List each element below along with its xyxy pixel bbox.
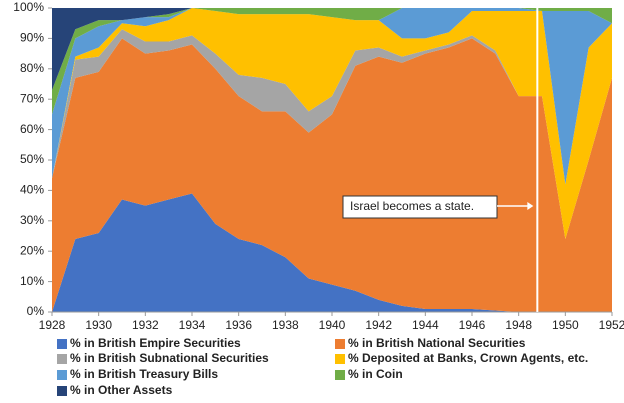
y-tick-label: 80%	[20, 61, 44, 75]
y-tick-label: 10%	[20, 274, 44, 288]
y-tick-label: 50%	[20, 152, 44, 166]
x-tick-label: 1928	[39, 318, 66, 332]
legend-swatch	[57, 354, 67, 364]
legend-swatch	[57, 370, 67, 380]
x-tick-label: 1946	[459, 318, 486, 332]
x-tick-label: 1936	[225, 318, 252, 332]
area	[52, 8, 612, 240]
area	[52, 8, 612, 91]
area	[52, 38, 612, 313]
x-tick-label: 1940	[319, 318, 346, 332]
legend-label: % in British Subnational Securities	[70, 351, 269, 365]
legend-swatch	[57, 386, 67, 396]
x-tick-label: 1944	[412, 318, 439, 332]
y-tick-label: 30%	[20, 213, 44, 227]
legend-label: % in British National Securities	[348, 336, 526, 350]
annotation-box	[342, 195, 498, 219]
y-tick-label: 70%	[20, 91, 44, 105]
legend-label: % in Other Assets	[70, 383, 173, 397]
y-tick-label: 20%	[20, 243, 44, 257]
y-tick-label: 40%	[20, 183, 44, 197]
legend-label: % in Coin	[348, 367, 403, 381]
x-tick-label: 1932	[132, 318, 159, 332]
y-tick-label: 0%	[27, 304, 45, 318]
x-tick-label: 1950	[552, 318, 579, 332]
area	[52, 8, 612, 185]
x-tick-label: 1942	[365, 318, 392, 332]
legend-label: % in British Empire Securities	[70, 336, 241, 350]
x-tick-label: 1938	[272, 318, 299, 332]
x-tick-label: 1948	[505, 318, 532, 332]
legend-swatch	[335, 339, 345, 349]
area	[52, 29, 612, 240]
legend-swatch	[335, 354, 345, 364]
legend-swatch	[57, 339, 67, 349]
x-tick-label: 1934	[179, 318, 206, 332]
arrow-head	[527, 202, 534, 210]
x-tick-label: 1930	[85, 318, 112, 332]
legend-swatch	[335, 370, 345, 380]
x-tick-label: 1952	[599, 318, 624, 332]
y-tick-label: 90%	[20, 31, 44, 45]
area	[52, 193, 612, 312]
annotation-text: Israel becomes a state.	[350, 199, 474, 213]
y-tick-label: 60%	[20, 122, 44, 136]
legend-label: % Deposited at Banks, Crown Agents, etc.	[348, 351, 588, 365]
legend-label: % in British Treasury Bills	[70, 367, 218, 381]
y-tick-label: 100%	[13, 0, 44, 14]
